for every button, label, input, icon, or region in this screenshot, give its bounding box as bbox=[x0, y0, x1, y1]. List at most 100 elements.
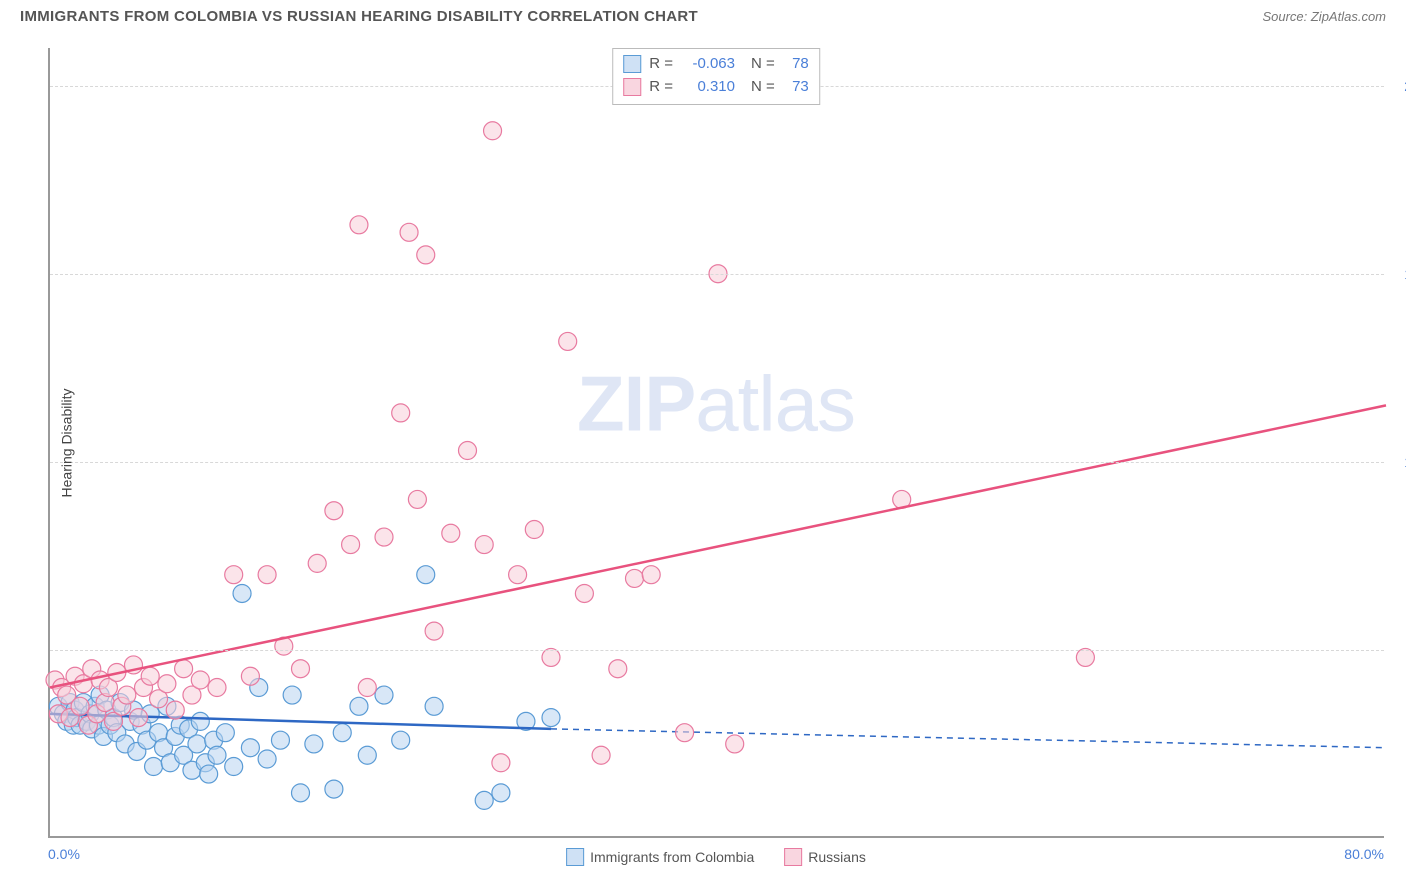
scatter-point-colombia bbox=[208, 746, 226, 764]
scatter-point-colombia bbox=[283, 686, 301, 704]
scatter-point-colombia bbox=[188, 735, 206, 753]
scatter-point-russians bbox=[484, 122, 502, 140]
legend-item-russians: Russians bbox=[784, 848, 866, 866]
scatter-point-russians bbox=[626, 569, 644, 587]
scatter-point-russians bbox=[492, 754, 510, 772]
scatter-point-russians bbox=[509, 566, 527, 584]
scatter-point-colombia bbox=[375, 686, 393, 704]
scatter-point-colombia bbox=[333, 724, 351, 742]
legend-label: Immigrants from Colombia bbox=[590, 849, 754, 865]
scatter-point-russians bbox=[400, 223, 418, 241]
legend-swatch-colombia bbox=[623, 55, 641, 73]
gridline bbox=[50, 650, 1384, 651]
scatter-point-russians bbox=[118, 686, 136, 704]
scatter-point-colombia bbox=[358, 746, 376, 764]
stats-row-russians: R = 0.310 N = 73 bbox=[623, 76, 809, 99]
scatter-point-colombia bbox=[225, 758, 243, 776]
scatter-point-colombia bbox=[325, 780, 343, 798]
scatter-point-russians bbox=[342, 536, 360, 554]
stat-n-label: N = bbox=[751, 53, 775, 76]
scatter-point-colombia bbox=[233, 584, 251, 602]
scatter-point-russians bbox=[392, 404, 410, 422]
scatter-point-colombia bbox=[305, 735, 323, 753]
scatter-point-russians bbox=[208, 679, 226, 697]
legend-swatch-colombia bbox=[566, 848, 584, 866]
scatter-point-colombia bbox=[425, 697, 443, 715]
bottom-legend: Immigrants from Colombia Russians bbox=[566, 848, 866, 866]
stats-row-colombia: R =-0.063N =78 bbox=[623, 53, 809, 76]
plot-svg bbox=[50, 48, 1384, 836]
scatter-point-colombia bbox=[350, 697, 368, 715]
x-tick-min: 0.0% bbox=[48, 846, 80, 862]
scatter-point-russians bbox=[350, 216, 368, 234]
scatter-point-russians bbox=[130, 709, 148, 727]
scatter-point-colombia bbox=[292, 784, 310, 802]
y-axis-title: Hearing Disability bbox=[58, 389, 74, 498]
scatter-point-russians bbox=[71, 697, 89, 715]
stat-n-val: 78 bbox=[783, 53, 809, 76]
y-tick-label: 15.0% bbox=[1389, 266, 1406, 282]
stat-r-val: 0.310 bbox=[681, 76, 735, 99]
trend-line-russians bbox=[50, 405, 1386, 687]
scatter-point-russians bbox=[166, 701, 184, 719]
legend-label: Russians bbox=[808, 849, 866, 865]
scatter-point-russians bbox=[592, 746, 610, 764]
scatter-point-russians bbox=[141, 667, 159, 685]
scatter-point-russians bbox=[676, 724, 694, 742]
scatter-point-colombia bbox=[271, 731, 289, 749]
stat-r-val: -0.063 bbox=[681, 53, 735, 76]
scatter-point-russians bbox=[642, 566, 660, 584]
scatter-point-colombia bbox=[200, 765, 218, 783]
scatter-point-colombia bbox=[258, 750, 276, 768]
scatter-point-colombia bbox=[475, 791, 493, 809]
stats-box: R = -0.063 N = 78R = 0.310 N = 73 bbox=[612, 48, 820, 105]
legend-item-colombia: Immigrants from Colombia bbox=[566, 848, 754, 866]
stat-r-label: R = bbox=[649, 76, 673, 99]
scatter-point-colombia bbox=[417, 566, 435, 584]
scatter-point-russians bbox=[1076, 648, 1094, 666]
chart-header: IMMIGRANTS FROM COLOMBIA VS RUSSIAN HEAR… bbox=[0, 0, 1406, 29]
scatter-point-colombia bbox=[542, 709, 560, 727]
scatter-point-russians bbox=[475, 536, 493, 554]
scatter-point-russians bbox=[575, 584, 593, 602]
scatter-point-colombia bbox=[492, 784, 510, 802]
scatter-point-russians bbox=[525, 521, 543, 539]
plot-area: 5.0%10.0%15.0%20.0% bbox=[48, 48, 1384, 838]
scatter-point-russians bbox=[158, 675, 176, 693]
scatter-point-russians bbox=[425, 622, 443, 640]
scatter-point-russians bbox=[241, 667, 259, 685]
scatter-point-russians bbox=[408, 490, 426, 508]
scatter-point-russians bbox=[308, 554, 326, 572]
chart-container: ZIPatlas 5.0%10.0%15.0%20.0% Hearing Dis… bbox=[48, 48, 1384, 838]
x-tick-max: 80.0% bbox=[1344, 846, 1384, 862]
scatter-point-colombia bbox=[191, 712, 209, 730]
legend-swatch-russians bbox=[623, 78, 641, 96]
gridline bbox=[50, 274, 1384, 275]
y-tick-label: 20.0% bbox=[1389, 78, 1406, 94]
scatter-point-russians bbox=[258, 566, 276, 584]
scatter-point-colombia bbox=[392, 731, 410, 749]
scatter-point-russians bbox=[542, 648, 560, 666]
gridline bbox=[50, 462, 1384, 463]
legend-swatch-russians bbox=[784, 848, 802, 866]
scatter-point-russians bbox=[325, 502, 343, 520]
scatter-point-colombia bbox=[216, 724, 234, 742]
scatter-point-russians bbox=[191, 671, 209, 689]
scatter-point-russians bbox=[609, 660, 627, 678]
stat-n-val: 73 bbox=[783, 76, 809, 99]
scatter-point-russians bbox=[417, 246, 435, 264]
y-tick-label: 5.0% bbox=[1389, 642, 1406, 658]
scatter-point-russians bbox=[442, 524, 460, 542]
scatter-point-russians bbox=[358, 679, 376, 697]
scatter-point-russians bbox=[375, 528, 393, 546]
scatter-point-russians bbox=[459, 442, 477, 460]
scatter-point-colombia bbox=[241, 739, 259, 757]
chart-title: IMMIGRANTS FROM COLOMBIA VS RUSSIAN HEAR… bbox=[20, 8, 698, 25]
scatter-point-russians bbox=[175, 660, 193, 678]
stat-n-label: N = bbox=[751, 76, 775, 99]
scatter-point-russians bbox=[292, 660, 310, 678]
scatter-point-russians bbox=[225, 566, 243, 584]
scatter-point-russians bbox=[559, 332, 577, 350]
y-tick-label: 10.0% bbox=[1389, 454, 1406, 470]
scatter-point-russians bbox=[726, 735, 744, 753]
